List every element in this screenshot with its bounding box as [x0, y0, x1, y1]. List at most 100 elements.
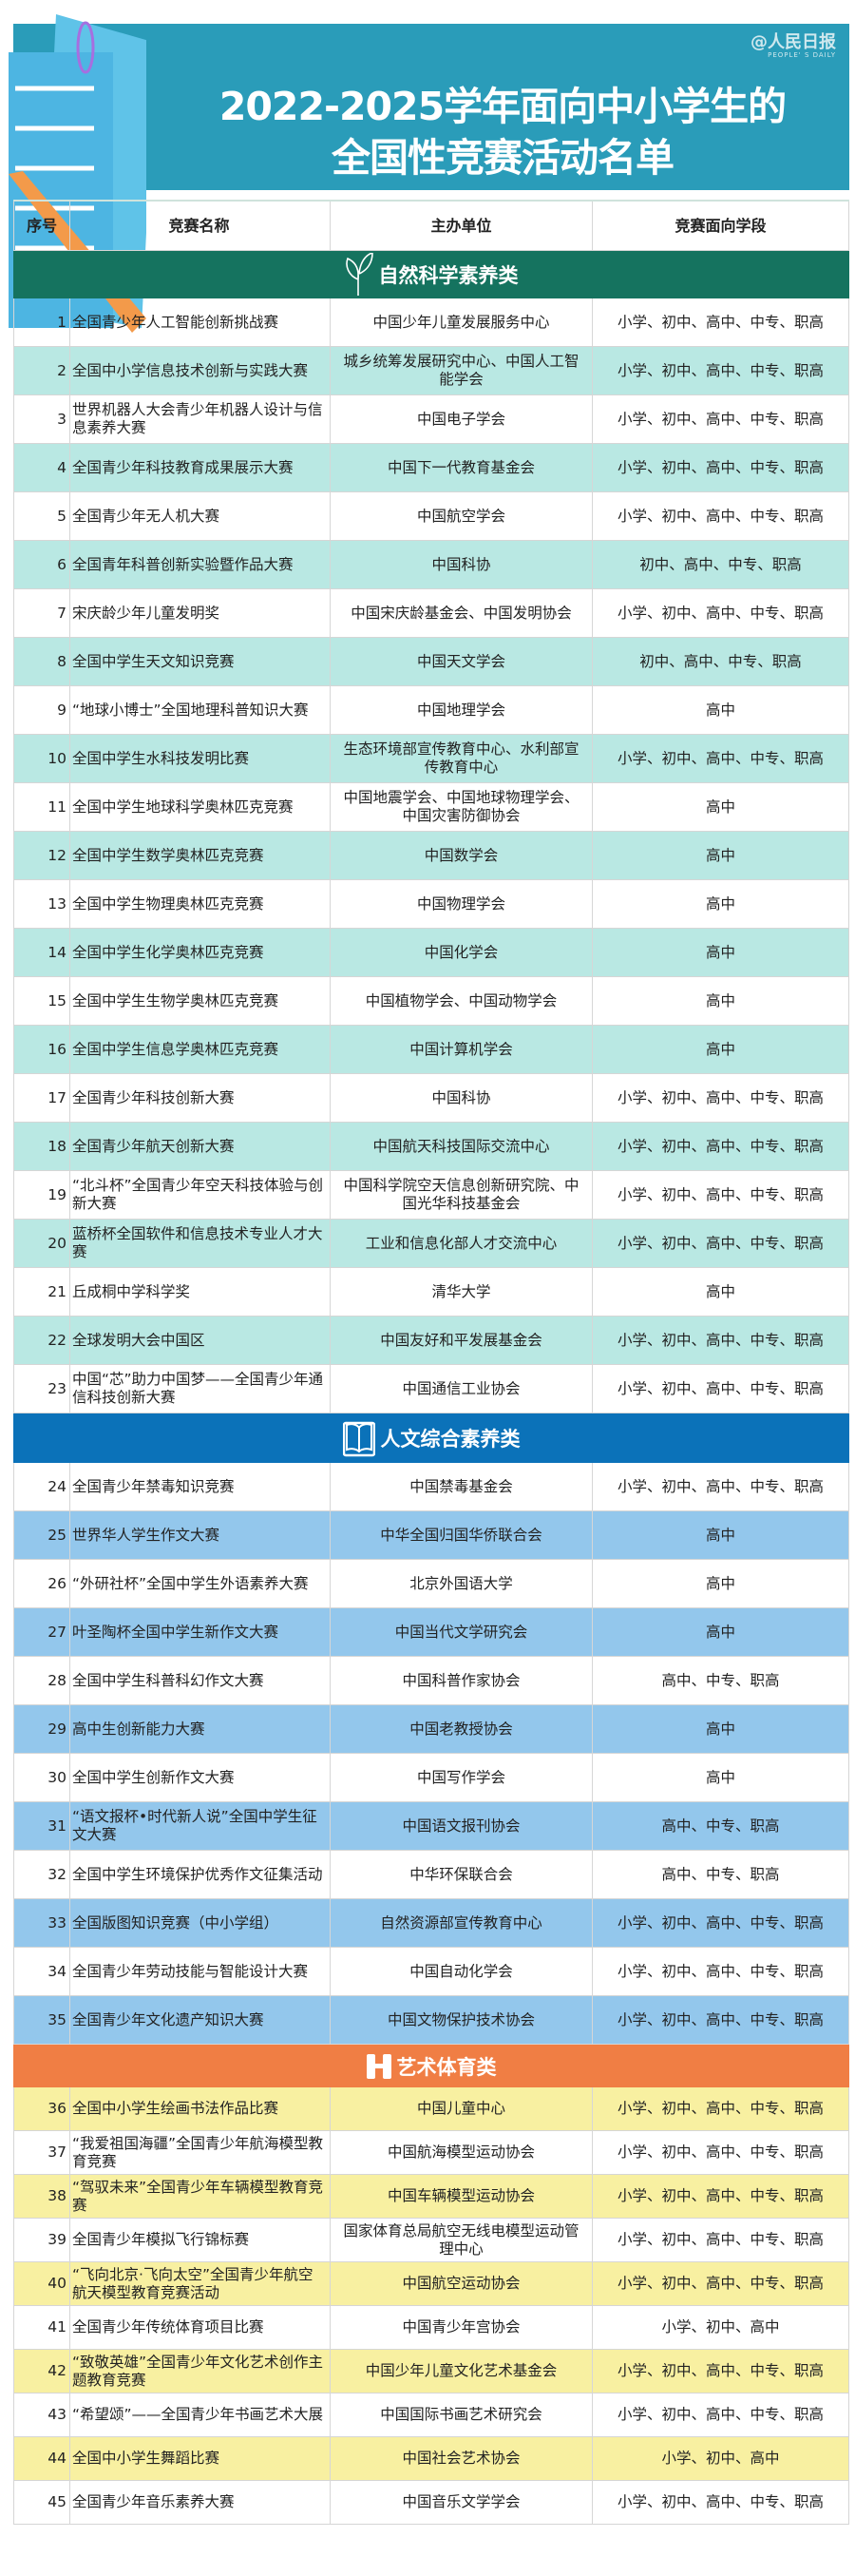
cell-seq: 42	[13, 2350, 70, 2393]
cell-level: 小学、初中、高中、中专、职高	[593, 1996, 849, 2044]
table-row: 44 全国中小学生舞蹈比赛 中国社会艺术协会 小学、初中、高中	[13, 2437, 849, 2481]
cell-level: 小学、初中、高中、中专、职高	[593, 298, 849, 346]
cell-organizer: 中国科普作家协会	[331, 1657, 593, 1704]
cell-level: 小学、初中、高中	[593, 2306, 849, 2349]
cell-level: 高中	[593, 1754, 849, 1801]
cell-level: 高中	[593, 977, 849, 1025]
table-row: 7 宋庆龄少年儿童发明奖 中国宋庆龄基金会、中国发明协会 小学、初中、高中、中专、职高	[13, 589, 849, 638]
cell-seq: 15	[13, 977, 70, 1025]
table-row: 37 “我爱祖国海疆”全国青少年航海模型教育竞赛 中国航海模型运动协会 小学、初中、高…	[13, 2131, 849, 2175]
cell-name: 世界华人学生作文大赛	[70, 1511, 331, 1559]
cell-organizer: 中国青少年宫协会	[331, 2306, 593, 2349]
cell-level: 小学、初中、高中、中专、职高	[593, 1171, 849, 1219]
cell-seq: 4	[13, 444, 70, 491]
cell-name: 全国中学生生物学奥林匹克竞赛	[70, 977, 331, 1025]
book-icon	[342, 1419, 375, 1457]
cell-name: 全国版图知识竞赛（中小学组）	[70, 1899, 331, 1947]
cell-organizer: 中国社会艺术协会	[331, 2437, 593, 2480]
competition-table: 序号 竞赛名称 主办单位 竞赛面向学段 自然科学素养类 1 全国青少年人工智能创新挑…	[13, 200, 849, 2525]
cell-level: 小学、初中、高中、中专、职高	[593, 1463, 849, 1510]
cell-level: 小学、初中、高中、中专、职高	[593, 589, 849, 637]
table-row: 9 “地球小博士”全国地理科普知识大赛 中国地理学会 高中	[13, 686, 849, 735]
table-row: 27 叶圣陶杯全国中学生新作文大赛 中国当代文学研究会 高中	[13, 1608, 849, 1657]
cell-seq: 17	[13, 1074, 70, 1122]
cell-name: 全国青少年传统体育项目比赛	[70, 2306, 331, 2349]
table-row: 12 全国中学生数学奥林匹克竞赛 中国数学会 高中	[13, 832, 849, 880]
cell-name: 全国中学生天文知识竞赛	[70, 638, 331, 685]
cell-name: 全国青少年音乐素养大赛	[70, 2481, 331, 2524]
cell-seq: 22	[13, 1317, 70, 1364]
cell-organizer: 中国儿童中心	[331, 2087, 593, 2130]
cell-seq: 14	[13, 929, 70, 976]
cell-organizer: 中国科学院空天信息创新研究院、中国光华科技基金会	[331, 1171, 593, 1219]
cell-name: 叶圣陶杯全国中学生新作文大赛	[70, 1608, 331, 1656]
table-row: 19 “北斗杯”全国青少年空天科技体验与创新大赛 中国科学院空天信息创新研究院、中国…	[13, 1171, 849, 1220]
cell-organizer: 中国音乐文学学会	[331, 2481, 593, 2524]
cell-name: “北斗杯”全国青少年空天科技体验与创新大赛	[70, 1171, 331, 1219]
cell-seq: 23	[13, 1365, 70, 1413]
cell-organizer: 自然资源部宣传教育中心	[331, 1899, 593, 1947]
cell-seq: 41	[13, 2306, 70, 2349]
cell-name: 中国“芯”助力中国梦——全国青少年通信科技创新大赛	[70, 1365, 331, 1413]
cell-name: “飞向北京·飞向太空”全国青少年航空航天模型教育竞赛活动	[70, 2262, 331, 2305]
cell-organizer: 中国少年儿童文化艺术基金会	[331, 2350, 593, 2393]
cell-name: 宋庆龄少年儿童发明奖	[70, 589, 331, 637]
cell-seq: 35	[13, 1996, 70, 2044]
cell-organizer: 中国友好和平发展基金会	[331, 1317, 593, 1364]
cell-seq: 3	[13, 395, 70, 443]
cell-organizer: 国家体育总局航空无线电模型运动管理中心	[331, 2219, 593, 2261]
table-row: 15 全国中学生生物学奥林匹克竞赛 中国植物学会、中国动物学会 高中	[13, 977, 849, 1026]
cell-seq: 32	[13, 1851, 70, 1898]
cell-organizer: 中国航空运动协会	[331, 2262, 593, 2305]
table-row: 35 全国青少年文化遗产知识大赛 中国文物保护技术协会 小学、初中、高中、中专、职高	[13, 1996, 849, 2045]
cell-level: 小学、初中、高中、中专、职高	[593, 2350, 849, 2393]
cell-name: 全球发明大会中国区	[70, 1317, 331, 1364]
table-row: 39 全国青少年模拟飞行锦标赛 国家体育总局航空无线电模型运动管理中心 小学、初中、高…	[13, 2219, 849, 2262]
logo-subtext: PEOPLE' S DAILY	[768, 50, 836, 59]
cell-level: 高中、中专、职高	[593, 1802, 849, 1850]
cell-level: 小学、初中、高中、中专、职高	[593, 444, 849, 491]
table-row: 5 全国青少年无人机大赛 中国航空学会 小学、初中、高中、中专、职高	[13, 492, 849, 541]
cell-seq: 12	[13, 832, 70, 879]
cell-organizer: 中国自动化学会	[331, 1948, 593, 1995]
category-title: 自然科学素养类	[378, 264, 519, 287]
cell-name: “驾驭未来”全国青少年车辆模型教育竞赛	[70, 2175, 331, 2218]
table-row: 10 全国中学生水科技发明比赛 生态环境部宣传教育中心、水利部宣传教育中心 小学、初中…	[13, 735, 849, 783]
cell-seq: 20	[13, 1220, 70, 1267]
cell-seq: 7	[13, 589, 70, 637]
cell-name: 全国中学生环境保护优秀作文征集活动	[70, 1851, 331, 1898]
cell-level: 高中	[593, 929, 849, 976]
cell-level: 高中	[593, 1560, 849, 1607]
table-row: 43 “希望颂”——全国青少年书画艺术大展 中国国际书画艺术研究会 小学、初中、高中、…	[13, 2393, 849, 2437]
cell-name: “致敬英雄”全国青少年文化艺术创作主题教育竞赛	[70, 2350, 331, 2393]
cell-name: 全国青年科普创新实验暨作品大赛	[70, 541, 331, 588]
header-name: 竞赛名称	[70, 202, 331, 250]
cell-seq: 9	[13, 686, 70, 734]
table-row: 36 全国中小学生绘画书法作品比赛 中国儿童中心 小学、初中、高中、中专、职高	[13, 2087, 849, 2131]
cell-organizer: 中国科协	[331, 541, 593, 588]
cell-seq: 13	[13, 880, 70, 928]
cell-seq: 27	[13, 1608, 70, 1656]
table-row: 32 全国中学生环境保护优秀作文征集活动 中华环保联合会 高中、中专、职高	[13, 1851, 849, 1899]
cell-organizer: 中国天文学会	[331, 638, 593, 685]
cell-seq: 43	[13, 2393, 70, 2436]
table-row: 18 全国青少年航天创新大赛 中国航天科技国际交流中心 小学、初中、高中、中专、职高	[13, 1123, 849, 1171]
logo-at: @	[750, 32, 768, 52]
cell-name: 全国青少年人工智能创新挑战赛	[70, 298, 331, 346]
cell-name: 全国青少年模拟飞行锦标赛	[70, 2219, 331, 2261]
cell-level: 小学、初中、高中、中专、职高	[593, 2481, 849, 2524]
category-header: 艺术体育类	[13, 2045, 849, 2087]
cell-seq: 18	[13, 1123, 70, 1170]
cell-seq: 44	[13, 2437, 70, 2480]
cell-level: 小学、初中、高中、中专、职高	[593, 2262, 849, 2305]
cell-level: 小学、初中、高中、中专、职高	[593, 2175, 849, 2218]
cell-name: 全国中小学生绘画书法作品比赛	[70, 2087, 331, 2130]
cell-seq: 6	[13, 541, 70, 588]
cell-level: 小学、初中、高中、中专、职高	[593, 1899, 849, 1947]
table-row: 3 世界机器人大会青少年机器人设计与信息素养大赛 中国电子学会 小学、初中、高中、中专…	[13, 395, 849, 444]
cell-organizer: 城乡统筹发展研究中心、中国人工智能学会	[331, 347, 593, 394]
table-row: 40 “飞向北京·飞向太空”全国青少年航空航天模型教育竞赛活动 中国航空运动协会 小学…	[13, 2262, 849, 2306]
cell-seq: 34	[13, 1948, 70, 1995]
cell-organizer: 中国禁毒基金会	[331, 1463, 593, 1510]
cell-level: 高中	[593, 1705, 849, 1753]
